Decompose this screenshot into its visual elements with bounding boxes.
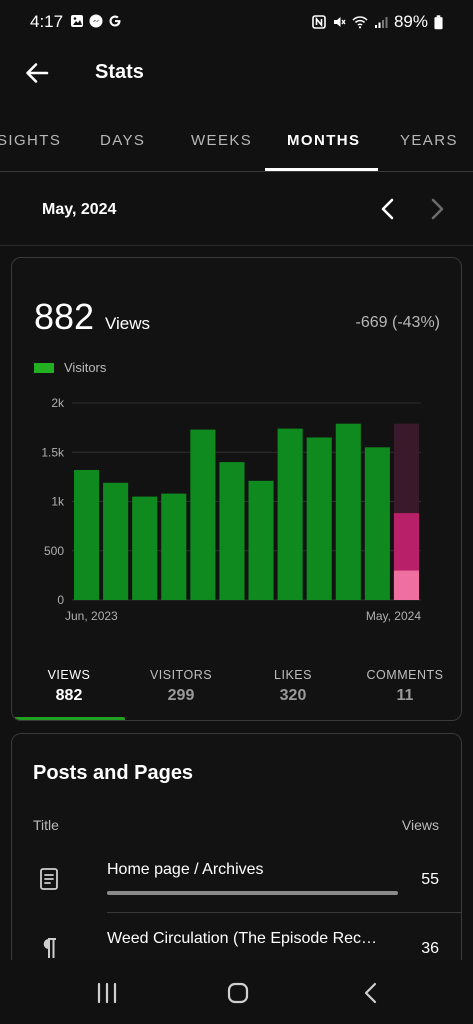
status-notification-icons	[70, 14, 122, 28]
messenger-icon	[89, 14, 103, 28]
bar	[335, 423, 361, 600]
bar	[74, 469, 100, 600]
period-tabs: SIGHTS DAYS WEEKS MONTHS YEARS	[0, 118, 473, 172]
tab-months[interactable]: MONTHS	[287, 132, 361, 149]
bar	[219, 462, 245, 600]
metric-likes[interactable]: LIKES 320	[237, 668, 349, 705]
metric-visitors[interactable]: VISITORS 299	[125, 668, 237, 705]
tab-insights[interactable]: SIGHTS	[0, 132, 62, 149]
metric-value: 11	[396, 687, 414, 704]
tab-weeks[interactable]: WEEKS	[191, 132, 253, 149]
metric-label: VIEWS	[47, 668, 91, 682]
tab-years[interactable]: YEARS	[400, 132, 458, 149]
bar	[277, 428, 303, 600]
post-views: 36	[421, 940, 439, 957]
bar	[364, 447, 390, 600]
bar	[161, 493, 187, 600]
battery-icon	[434, 14, 443, 29]
battery-percent: 89%	[393, 12, 428, 31]
active-metric-indicator	[14, 717, 125, 720]
section-title: Posts and Pages	[33, 762, 194, 784]
metric-label: VISITORS	[149, 668, 213, 682]
recent-apps-icon[interactable]	[92, 978, 122, 1008]
tab-days[interactable]: DAYS	[100, 132, 146, 149]
page-title: Stats	[95, 61, 144, 83]
nfc-icon	[312, 15, 326, 29]
row-divider	[107, 912, 461, 913]
period-label: May, 2024	[42, 201, 117, 218]
y-tick-label: 1.5k	[41, 445, 65, 459]
bar	[248, 480, 274, 600]
total-views-value: 882	[34, 296, 95, 337]
bar	[190, 429, 216, 600]
metric-value: 320	[279, 687, 307, 704]
views-change: -669 (-43%)	[355, 314, 440, 331]
bar	[103, 482, 129, 600]
google-icon	[109, 15, 121, 27]
y-tick-label: 500	[44, 544, 64, 558]
metric-comments[interactable]: COMMENTS 11	[349, 668, 461, 705]
y-tick-label: 0	[57, 593, 64, 607]
legend-label: Visitors	[64, 360, 107, 375]
y-tick-label: 2k	[51, 396, 65, 410]
active-tab-indicator	[265, 168, 378, 171]
views-bar-track	[107, 891, 398, 895]
bar	[306, 437, 332, 600]
post-views: 55	[421, 871, 439, 888]
mute-icon	[333, 17, 346, 27]
chart-legend: Visitors	[34, 360, 106, 375]
wifi-icon	[352, 16, 368, 29]
gallery-icon	[71, 15, 83, 27]
stats-card: 882 Views -669 (-43%) Visitors 0 500 1k 1.5…	[11, 257, 462, 721]
metric-label: COMMENTS	[366, 668, 444, 682]
x-tick-label-end: May, 2024	[366, 609, 421, 623]
chevron-left-icon[interactable]	[376, 196, 400, 222]
period-selector: May, 2024	[0, 172, 473, 246]
metrics-row: VIEWS 882 VISITORS 299 LIKES 320 COMMENT…	[12, 656, 461, 720]
signal-icon	[374, 17, 388, 28]
legend-swatch	[34, 362, 54, 373]
metric-label: LIKES	[274, 668, 312, 682]
back-icon[interactable]	[356, 978, 386, 1008]
total-views-unit: Views	[105, 314, 151, 333]
metric-value: 882	[55, 687, 83, 704]
chevron-right-icon[interactable]	[425, 196, 449, 222]
home-icon[interactable]	[223, 978, 253, 1008]
y-tick-label: 1k	[51, 495, 65, 509]
status-system-icons: 89%	[312, 12, 443, 32]
post-title: Home page / Archives	[107, 861, 264, 878]
x-tick-label-start: Jun, 2023	[65, 609, 118, 623]
page-icon	[40, 868, 58, 890]
views-bar-fill	[107, 891, 398, 895]
bar	[132, 496, 158, 600]
status-time: 4:17	[30, 12, 64, 31]
posts-pages-card: Posts and Pages Title Views Home page / …	[11, 733, 462, 973]
column-header-title: Title	[33, 817, 59, 833]
arrow-left-icon[interactable]	[22, 58, 52, 88]
status-bar: 4:17 89%	[0, 0, 473, 44]
bar-current-visitors	[393, 570, 419, 600]
app-bar: Stats	[0, 44, 473, 100]
column-header-views: Views	[401, 817, 439, 833]
metric-value: 299	[167, 687, 195, 704]
metric-views[interactable]: VIEWS 882	[13, 668, 125, 705]
paragraph-icon	[43, 938, 56, 958]
system-nav-bar	[0, 960, 473, 1024]
views-bar-chart: 0 500 1k 1.5k 2k Jun, 2023 May, 2024	[41, 396, 421, 623]
post-title: Weed Circulation (The Episode Rec…	[107, 930, 378, 947]
